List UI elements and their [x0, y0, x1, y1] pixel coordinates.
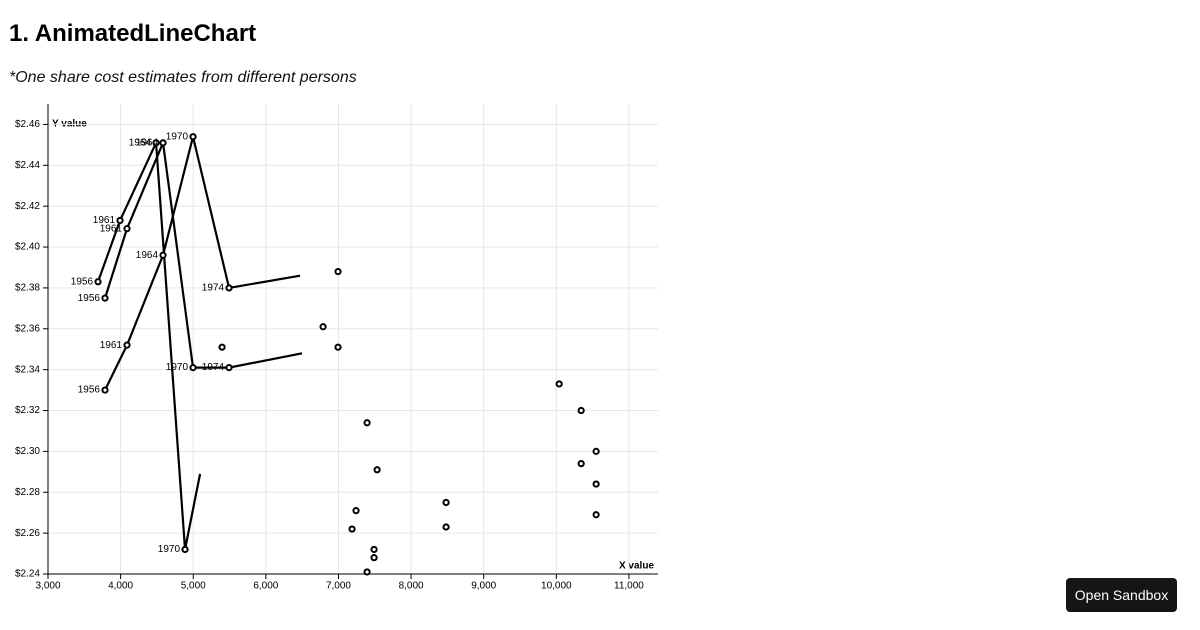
- point-label: 1970: [158, 544, 181, 555]
- y-tick-label: $2.26: [15, 528, 40, 539]
- data-point: [123, 225, 131, 233]
- data-point: [123, 341, 131, 349]
- x-tick-label: 6,000: [253, 581, 278, 592]
- point-label: 1956: [78, 293, 101, 304]
- y-tick-label: $2.44: [15, 160, 40, 171]
- x-tick-label: 3,000: [35, 581, 60, 592]
- data-point: [363, 568, 371, 576]
- x-tick-label: 11,000: [614, 581, 644, 592]
- point-label: 1974: [202, 362, 225, 373]
- data-point: [116, 216, 124, 225]
- point-label: 1964: [136, 137, 159, 148]
- data-point: [442, 523, 450, 531]
- y-tick-label: $2.28: [15, 487, 40, 498]
- data-point: [159, 139, 167, 147]
- data-point: [225, 364, 233, 372]
- point-label: 1961: [93, 215, 116, 226]
- data-point: [577, 406, 585, 415]
- y-tick-label: $2.38: [15, 283, 40, 294]
- data-point: [189, 364, 197, 372]
- y-tick-label: $2.34: [15, 364, 40, 375]
- x-tick-label: 8,000: [399, 581, 424, 592]
- x-axis-label: X value: [619, 561, 654, 572]
- series-line: [104, 136, 301, 391]
- y-tick-label: $2.36: [15, 323, 40, 334]
- point-label: 1974: [202, 283, 225, 294]
- data-point: [555, 380, 563, 388]
- y-tick-label: $2.46: [15, 119, 40, 130]
- data-point: [189, 133, 197, 141]
- data-point: [159, 251, 167, 259]
- point-label: 1961: [100, 223, 123, 234]
- data-point: [370, 554, 378, 562]
- x-tick-label: 9,000: [471, 581, 496, 592]
- data-point: [101, 386, 109, 394]
- point-label: 1956: [71, 276, 94, 287]
- x-tick-label: 10,000: [541, 581, 572, 592]
- point-label: 1964: [129, 137, 152, 148]
- data-point: [218, 343, 226, 351]
- data-point: [348, 525, 356, 533]
- data-point: [592, 447, 600, 455]
- y-tick-label: $2.30: [15, 446, 40, 457]
- data-point: [363, 419, 371, 427]
- point-label: 1970: [166, 131, 189, 142]
- series-line: [103, 138, 303, 369]
- data-point: [592, 511, 600, 519]
- data-point: [592, 480, 600, 488]
- x-tick-label: 7,000: [326, 581, 351, 592]
- data-point: [94, 278, 102, 286]
- data-point: [225, 284, 233, 292]
- data-point: [577, 460, 585, 468]
- data-point: [181, 545, 189, 554]
- y-tick-label: $2.32: [15, 405, 40, 416]
- point-label: 1970: [166, 362, 189, 373]
- heading: 1. AnimatedLineChart: [9, 20, 257, 47]
- data-point: [373, 466, 381, 474]
- data-point: [319, 323, 327, 331]
- data-point: [370, 545, 378, 554]
- point-label: 1956: [78, 385, 101, 396]
- note: *One share cost estimates from different…: [9, 69, 357, 86]
- point-label: 1961: [100, 340, 123, 351]
- y-tick-label: $2.24: [15, 569, 40, 580]
- y-tick-label: $2.40: [15, 242, 40, 253]
- x-tick-label: 5,000: [181, 581, 206, 592]
- data-point: [334, 267, 342, 276]
- y-tick-label: $2.42: [15, 201, 40, 212]
- data-point: [352, 507, 360, 515]
- data-point: [442, 498, 450, 507]
- data-point: [152, 139, 160, 147]
- data-point: [334, 343, 342, 351]
- x-tick-label: 4,000: [108, 581, 133, 592]
- point-label: 1964: [136, 250, 159, 261]
- data-point: [101, 294, 109, 302]
- open-sandbox-button[interactable]: Open Sandbox: [1066, 578, 1177, 612]
